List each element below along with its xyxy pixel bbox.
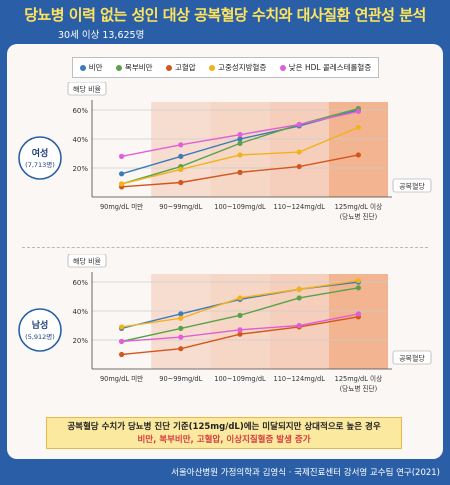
male-xtick-label: 90~99mg/dL [159, 375, 202, 383]
female-data-point [237, 169, 243, 175]
male-xtick-label: 110~124mg/dL [274, 375, 326, 383]
female-xtick-label: 90~99mg/dL [159, 203, 202, 211]
male-data-point [355, 277, 361, 284]
source-credit: 서울아산병원 가정의학과 김영식 · 국제진료센터 강서영 교수팀 연구(202… [171, 468, 440, 478]
female-data-point [178, 179, 184, 186]
male-data-point [178, 325, 184, 331]
female-data-point [237, 152, 243, 158]
female-data-point [237, 136, 243, 142]
female-data-point [119, 181, 125, 187]
female-ytick-label: 60% [72, 107, 88, 115]
female-group-label: 여성 [32, 147, 49, 159]
female-data-point [355, 108, 361, 115]
legend-marker [79, 64, 86, 71]
male-data-point [296, 295, 302, 301]
female-group-count: (7,713명) [25, 160, 55, 169]
legend-item-low-hdl: 낮은 HDL 콜레스테롤혈증 [279, 62, 372, 73]
female-data-point [296, 163, 302, 170]
male-data-point [178, 311, 184, 317]
male-data-point [237, 327, 243, 333]
legend-item-hypertension: 고혈압 [165, 62, 196, 73]
female-data-point [296, 149, 302, 155]
female-data-point [178, 142, 184, 148]
male-xlabel-box [392, 350, 432, 365]
legend-marker [209, 64, 216, 71]
male-data-point [237, 295, 243, 301]
female-ytick-label: 40% [72, 136, 88, 144]
legend-label: 고혈압 [174, 63, 196, 72]
chart-divider [22, 247, 428, 248]
female-ylabel-box [67, 81, 107, 96]
male-group-badge [18, 308, 62, 352]
page-subtitle: 30세 이상 13,625명 [58, 30, 145, 41]
female-data-point [355, 152, 361, 158]
male-data-point [296, 322, 302, 329]
legend-item-obesity: 비만 [79, 62, 103, 73]
female-column-shade [328, 102, 388, 197]
female-xtick-label: 125mg/dL 이상 [335, 202, 383, 211]
male-data-point [355, 311, 361, 317]
callout-line-1: 공복혈당 수치가 당뇨병 진단 기준(125mg/dL)에는 미달되지만 상대적… [67, 422, 381, 432]
male-data-point [178, 315, 184, 321]
female-xtick-note: (당뇨병 진단) [340, 212, 378, 221]
male-data-point [296, 286, 302, 292]
male-ylabel-box [67, 253, 107, 268]
legend-label: 낮은 HDL 콜레스테롤혈증 [288, 63, 372, 72]
male-group-count: (5,912명) [25, 332, 55, 341]
female-data-point [178, 153, 184, 159]
female-data-point [119, 153, 125, 159]
legend-marker [165, 64, 172, 71]
male-data-point [178, 346, 184, 352]
chart-legend: 비만 복부비만 고혈압 고중성지방혈증 낮은 HDL 콜레스테롤혈증 [72, 57, 379, 78]
female-ytick-label: 20% [72, 165, 88, 173]
male-data-point [119, 351, 125, 358]
female-data-point [237, 132, 243, 138]
female-xtick-label: 100~109mg/dL [214, 203, 266, 211]
legend-label: 비만 [88, 63, 103, 72]
female-ylabel: 해당 비율 [73, 85, 102, 94]
male-xtick-label: 90mg/dL 미만 [100, 374, 143, 383]
female-xtick-label: 110~124mg/dL [274, 203, 326, 211]
female-data-point [178, 166, 184, 173]
male-xtick-note: (당뇨병 진단) [340, 384, 378, 393]
male-group-label: 남성 [32, 319, 49, 331]
legend-marker [279, 64, 286, 71]
male-xtick-label: 125mg/dL 이상 [335, 374, 383, 383]
legend-label: 복부비만 [124, 63, 153, 72]
legend-item-triglyceride: 고중성지방혈증 [209, 62, 266, 73]
summary-callout: 공복혈당 수치가 당뇨병 진단 기준(125mg/dL)에는 미달되지만 상대적… [46, 417, 402, 449]
female-column-shade [210, 102, 270, 197]
male-column-shade [210, 274, 270, 369]
female-xtick-label: 90mg/dL 미만 [100, 202, 143, 211]
callout-line-2: 비만, 복부비만, 고혈압, 이상지질혈증 발생 증가 [137, 435, 311, 445]
female-data-point [119, 171, 125, 177]
female-group-badge [18, 136, 62, 180]
male-xlabel: 공복혈당 [399, 354, 425, 363]
legend-label: 고중성지방혈증 [218, 63, 267, 72]
male-data-point [237, 331, 243, 337]
male-data-point [119, 324, 125, 330]
female-xlabel-box [392, 178, 432, 193]
male-data-point [178, 334, 184, 340]
legend-item-abdominal-obesity: 복부비만 [115, 62, 153, 73]
female-data-point [237, 140, 243, 146]
female-data-point [355, 124, 361, 130]
male-xtick-label: 100~109mg/dL [214, 375, 266, 383]
page-title: 당뇨병 이력 없는 성인 대상 공복혈당 수치와 대사질환 연관성 분석 [24, 6, 426, 24]
male-data-point [119, 338, 125, 345]
male-ytick-label: 40% [72, 308, 88, 316]
female-xlabel: 공복혈당 [399, 182, 425, 191]
legend-marker [115, 64, 122, 71]
male-data-point [355, 285, 361, 291]
female-data-point [296, 121, 302, 128]
male-ytick-label: 60% [72, 279, 88, 287]
male-ylabel: 해당 비율 [73, 257, 102, 266]
male-data-point [237, 312, 243, 318]
male-ytick-label: 20% [72, 337, 88, 345]
